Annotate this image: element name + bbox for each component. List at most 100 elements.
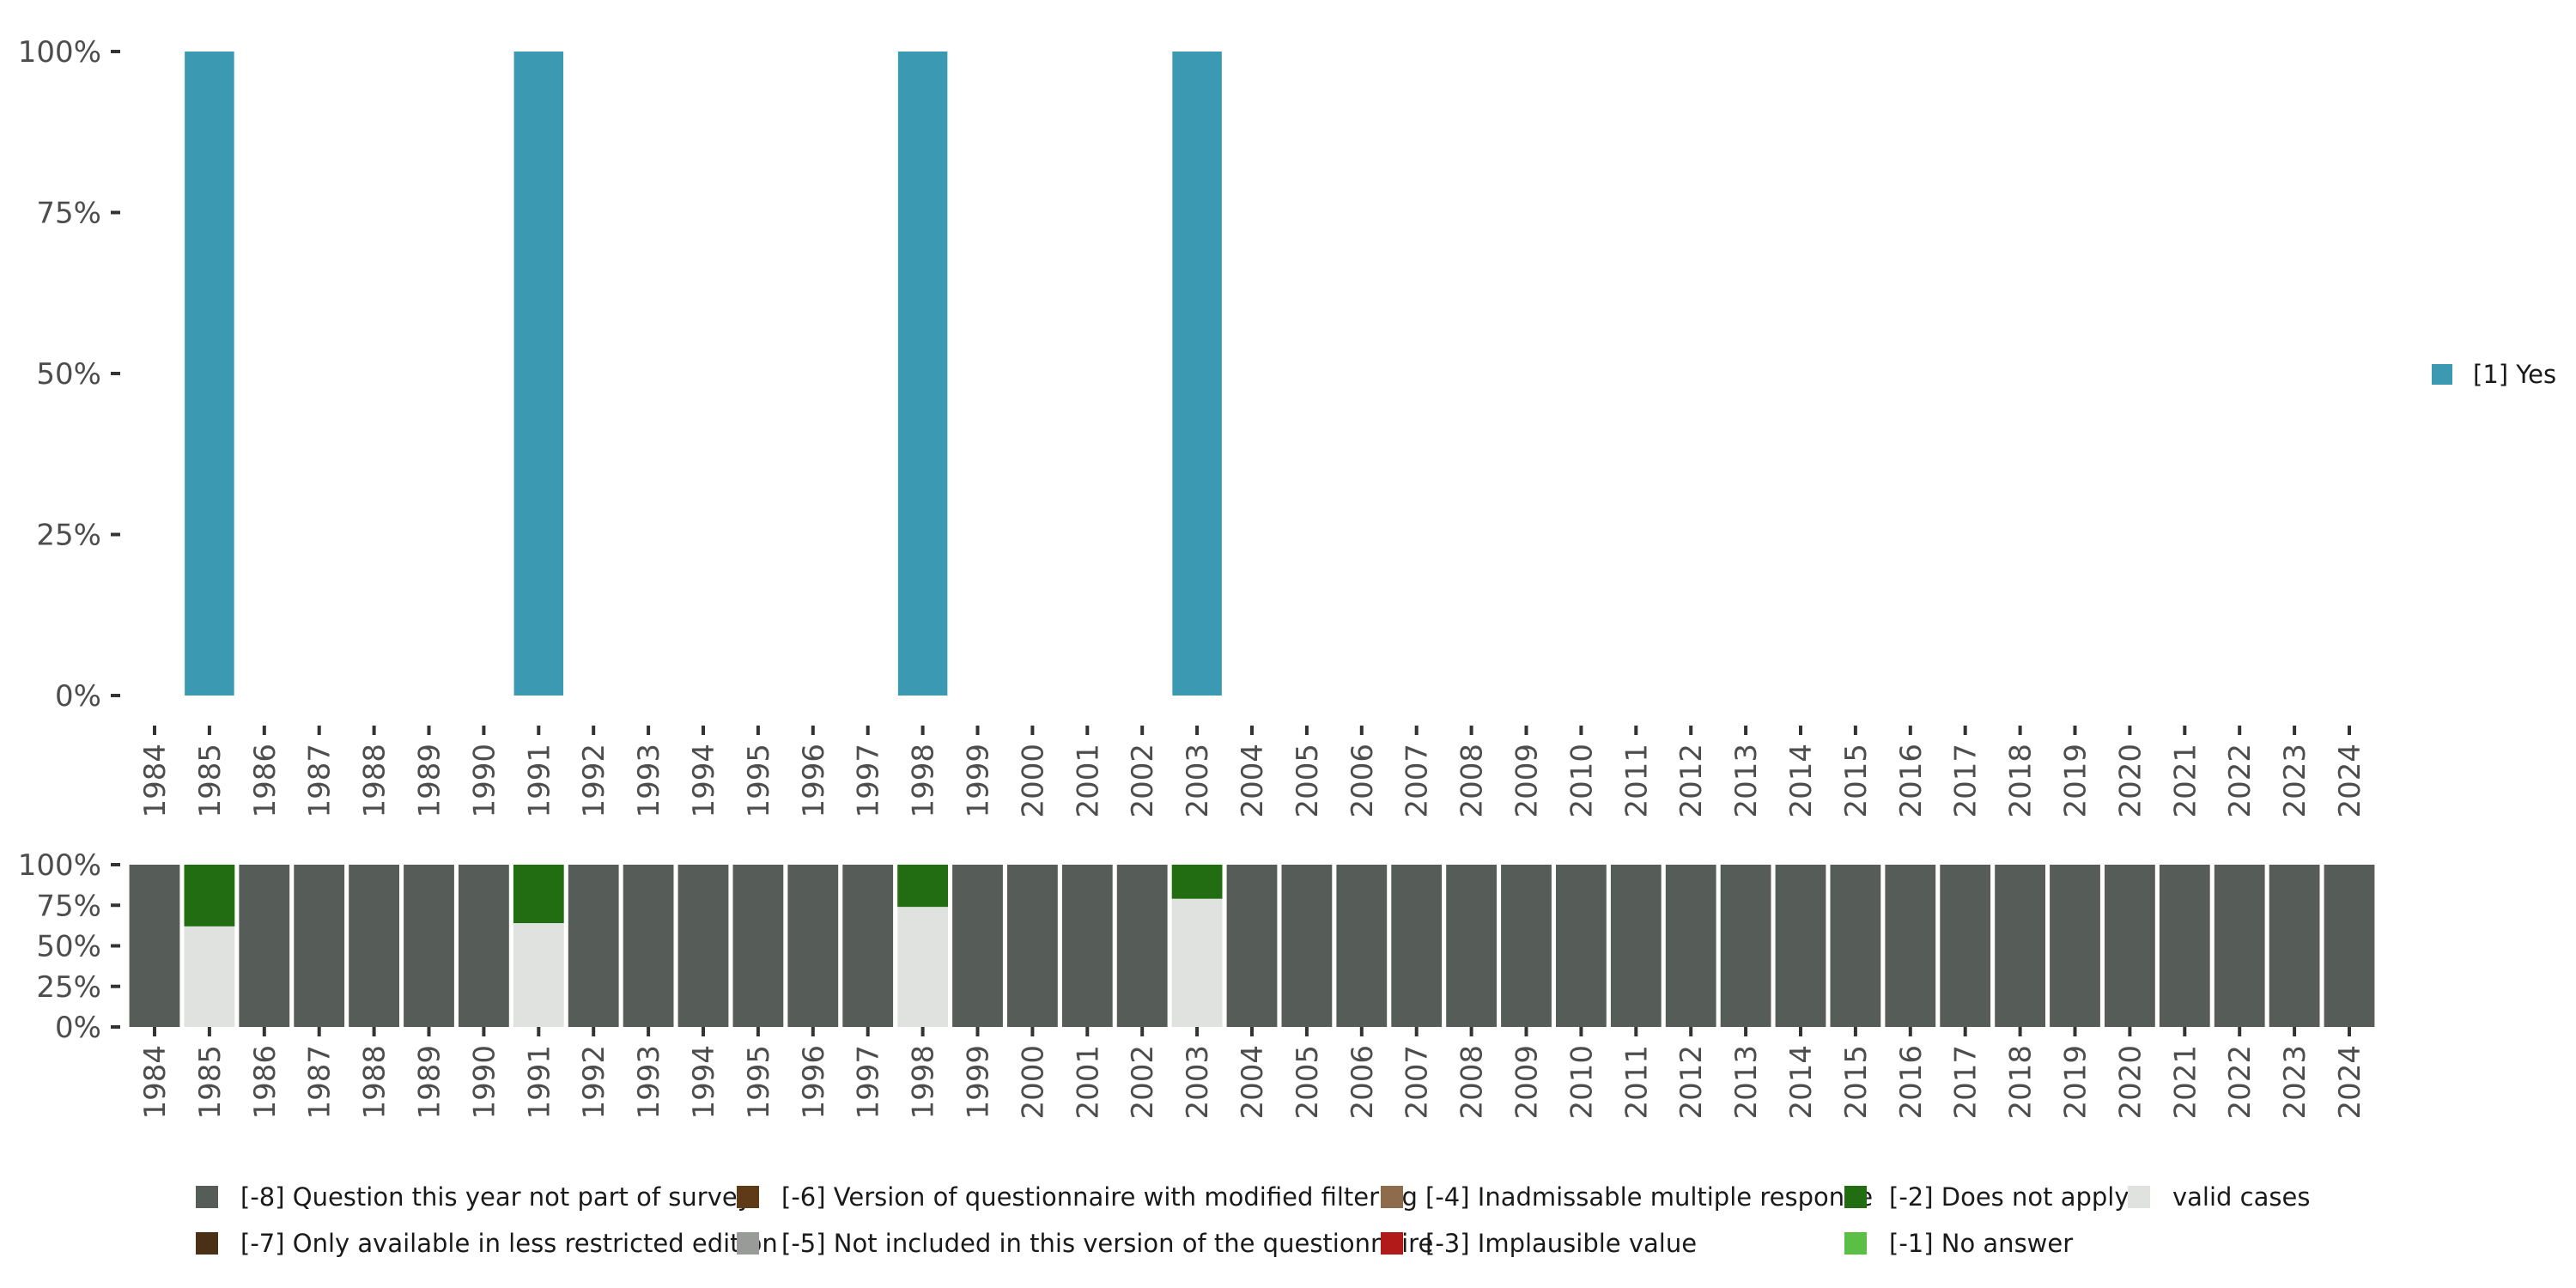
- top-x-tick-label: 1986: [248, 744, 283, 818]
- bottom-x-tick-label: 1988: [358, 1045, 392, 1120]
- top-x-tick-label: 1993: [632, 744, 666, 818]
- top-legend: [1] Yes: [2432, 360, 2556, 389]
- top-x-tick-label: 2013: [1729, 744, 1764, 818]
- top-x-tick-label: 2015: [1839, 744, 1874, 818]
- bottom-legend-key: [1844, 1232, 1867, 1255]
- top-x-tick-label: 1997: [852, 744, 886, 818]
- bottom-bar-1985-valid-cases: [184, 926, 235, 1027]
- bottom-bar-1994-8-question-this-year-not-part-of-survey: [677, 865, 729, 1027]
- bottom-bar-2013-8-question-this-year-not-part-of-survey: [1720, 865, 1771, 1027]
- top-bar-1998: [897, 52, 948, 696]
- bottom-bar-2001-8-question-this-year-not-part-of-survey: [1061, 865, 1113, 1027]
- bottom-legend-label: valid cases: [2172, 1182, 2310, 1212]
- top-bar-2003: [1172, 52, 1222, 696]
- bottom-x-tick-label: 1991: [522, 1045, 556, 1120]
- bottom-x-tick-label: 1990: [467, 1045, 501, 1120]
- bottom-legend-label: [-8] Question this year not part of surv…: [240, 1182, 752, 1212]
- bottom-x-tick-label: 2016: [1894, 1045, 1929, 1120]
- top-x-tick-label: 2008: [1455, 744, 1490, 818]
- bottom-bar-1996-8-question-this-year-not-part-of-survey: [787, 865, 839, 1027]
- bottom-x-tick-label: 2003: [1181, 1045, 1215, 1120]
- bottom-bar-1984-8-question-this-year-not-part-of-survey: [129, 865, 180, 1027]
- bottom-legend-key: [196, 1232, 218, 1255]
- bottom-x-tick-label: 2008: [1455, 1045, 1490, 1120]
- bottom-x-tick-label: 2015: [1839, 1045, 1874, 1120]
- top-x-tick-label: 2018: [2004, 744, 2038, 818]
- bottom-bar-2018-8-question-this-year-not-part-of-survey: [1995, 865, 2045, 1027]
- top-x-tick-label: 2023: [2278, 744, 2312, 818]
- top-x-tick-label: 1994: [687, 744, 721, 818]
- bottom-chart: 0% 25% 50% 75% 100% 1984 1985 1986 1987 1988 1989 1…: [18, 848, 2375, 1120]
- bottom-x-tick-label: 2012: [1674, 1045, 1709, 1120]
- bottom-y-tick-label: 0%: [55, 1011, 101, 1045]
- bottom-legend-label: [-1] No answer: [1889, 1229, 2073, 1258]
- bottom-y-tick-label: 75%: [36, 889, 101, 923]
- bottom-bar-2011-8-question-this-year-not-part-of-survey: [1610, 865, 1662, 1027]
- top-x-tick-label: 2003: [1181, 744, 1215, 818]
- bottom-legend-label: [-7] Only available in less restricted e…: [240, 1229, 778, 1258]
- top-legend-label: [1] Yes: [2473, 360, 2556, 389]
- top-bar-1985: [185, 52, 234, 696]
- bottom-bar-2015-8-question-this-year-not-part-of-survey: [1830, 865, 1881, 1027]
- bottom-x-tick-label: 2005: [1291, 1045, 1325, 1120]
- bottom-x-tick-label: 1984: [138, 1045, 173, 1120]
- top-x-tick-label: 2014: [1784, 744, 1819, 818]
- top-x-tick-label: 2002: [1126, 744, 1160, 818]
- top-y-tick-label: 75%: [36, 197, 101, 231]
- bottom-bar-2019-8-question-this-year-not-part-of-survey: [2050, 865, 2100, 1027]
- bottom-x-tick-label: 2001: [1071, 1045, 1105, 1120]
- bottom-bar-1990-8-question-this-year-not-part-of-survey: [459, 865, 509, 1027]
- top-x-tick-label: 1989: [413, 744, 447, 818]
- bottom-x-tick-label: 1986: [248, 1045, 283, 1120]
- top-x-tick-label: 1999: [962, 744, 996, 818]
- top-x-tick-label: 2020: [2113, 744, 2148, 818]
- bottom-legend-key: [2128, 1186, 2150, 1208]
- bottom-x-tick-label: 2023: [2278, 1045, 2312, 1120]
- bottom-bar-1999-8-question-this-year-not-part-of-survey: [952, 865, 1003, 1027]
- bottom-bar-2016-8-question-this-year-not-part-of-survey: [1885, 865, 1936, 1027]
- bottom-legend-label: [-3] Implausible value: [1425, 1229, 1697, 1258]
- bottom-x-tick-label: 2011: [1619, 1045, 1654, 1120]
- bottom-x-tick-label: 2013: [1729, 1045, 1764, 1120]
- bottom-bar-2005-8-question-this-year-not-part-of-survey: [1281, 865, 1333, 1027]
- bottom-bar-1987-8-question-this-year-not-part-of-survey: [294, 865, 345, 1027]
- bottom-bar-1991-valid-cases: [513, 923, 564, 1027]
- top-x-tick-label: 2011: [1619, 744, 1654, 818]
- top-x-tick-label: 2012: [1674, 744, 1709, 818]
- bottom-bar-1988-8-question-this-year-not-part-of-survey: [349, 865, 399, 1027]
- top-x-tick-label: 2016: [1894, 744, 1929, 818]
- bottom-bar-1998-valid-cases: [897, 907, 948, 1027]
- top-bar-1991: [513, 52, 564, 696]
- top-x-tick-label: 1992: [577, 744, 611, 818]
- bottom-legend-key: [1844, 1186, 1867, 1208]
- bottom-bar-1985-2-does-not-apply: [184, 865, 235, 927]
- bottom-bar-2009-8-question-this-year-not-part-of-survey: [1501, 865, 1552, 1027]
- bottom-bar-2020-8-question-this-year-not-part-of-survey: [2105, 865, 2155, 1027]
- bottom-x-tick-label: 2017: [1949, 1045, 1984, 1120]
- bottom-legend-key: [1381, 1186, 1403, 1208]
- bottom-y-tick-label: 25%: [36, 970, 101, 1005]
- top-x-tick-label: 1998: [907, 744, 941, 818]
- top-x-tick-label: 2007: [1400, 744, 1435, 818]
- bottom-x-tick-label: 2007: [1400, 1045, 1435, 1120]
- top-x-tick-label: 2006: [1346, 744, 1380, 818]
- bottom-bar-1992-8-question-this-year-not-part-of-survey: [568, 865, 619, 1027]
- top-x-tick-label: 2022: [2223, 744, 2257, 818]
- bottom-legend-key: [737, 1186, 759, 1208]
- bottom-bar-1986-8-question-this-year-not-part-of-survey: [239, 865, 290, 1027]
- bottom-x-tick-label: 2024: [2333, 1045, 2367, 1120]
- top-x-tick-label: 1995: [742, 744, 776, 818]
- bottom-bar-2000-8-question-this-year-not-part-of-survey: [1007, 865, 1058, 1027]
- top-x-tick-label: 2004: [1236, 744, 1270, 818]
- bottom-legend-key: [1381, 1232, 1403, 1255]
- bottom-x-tick-label: 2002: [1126, 1045, 1160, 1120]
- top-y-tick-label: 50%: [36, 357, 101, 392]
- bottom-y-tick-label: 100%: [18, 848, 101, 883]
- bottom-x-tick-label: 1998: [907, 1045, 941, 1120]
- bottom-x-tick-label: 2021: [2168, 1045, 2202, 1120]
- top-y-tick-label: 100%: [18, 35, 101, 70]
- bottom-x-tick-label: 1997: [852, 1045, 886, 1120]
- bottom-bar-2008-8-question-this-year-not-part-of-survey: [1446, 865, 1497, 1027]
- bottom-x-tick-label: 1994: [687, 1045, 721, 1120]
